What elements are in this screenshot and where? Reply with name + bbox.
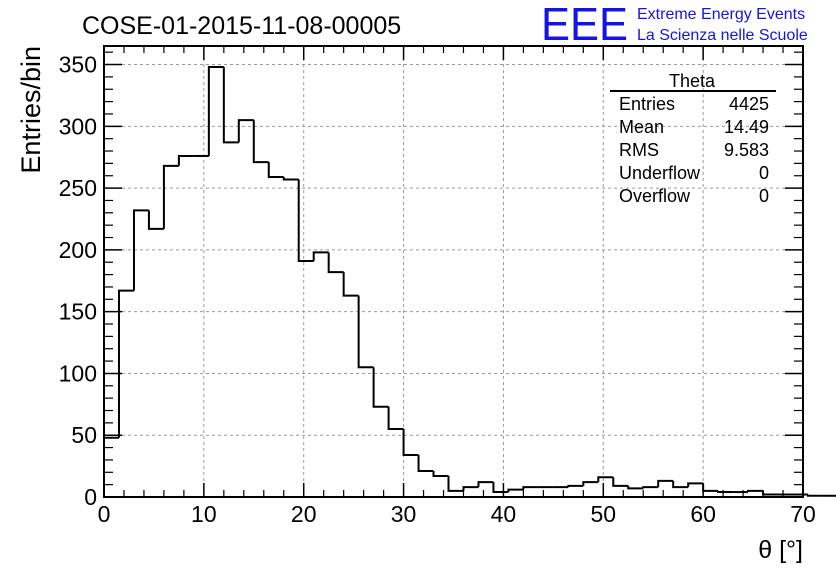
y-axis-label: Entries/bin (16, 46, 46, 174)
histogram-bin (327, 252, 344, 274)
histogram-bin (687, 482, 704, 488)
histogram-bin (342, 272, 359, 297)
histogram-bin (597, 476, 614, 483)
stats-value: 0 (759, 186, 769, 206)
histogram-bin (222, 67, 239, 144)
stats-label: Overflow (619, 186, 691, 206)
x-axis-label: θ [°] (758, 536, 803, 564)
x-tick-label: 50 (590, 501, 616, 527)
histogram-bin (462, 486, 479, 491)
x-tick-label: 0 (98, 501, 111, 527)
y-tick-label: 300 (59, 113, 97, 139)
histogram-bin (492, 482, 509, 494)
stats-value: 14.49 (724, 117, 769, 137)
histogram-bin (282, 176, 299, 181)
histogram-bin (357, 295, 374, 369)
stats-label: Underflow (619, 163, 701, 183)
histogram-bin (612, 477, 629, 487)
x-tick-label: 10 (191, 501, 217, 527)
histogram-bin (177, 154, 194, 166)
stats-label: Mean (619, 117, 664, 137)
stats-label: RMS (619, 140, 659, 160)
histogram-bin (477, 481, 494, 488)
histogram-bin (717, 490, 734, 494)
histogram-bin (507, 488, 524, 493)
plot-frame (103, 45, 804, 498)
x-tick-label: 20 (291, 501, 317, 527)
histogram-bin (132, 209, 149, 291)
x-tick-label: 40 (491, 501, 517, 527)
y-tick-label: 0 (84, 484, 97, 510)
y-tick-label: 150 (59, 299, 97, 325)
histogram-bin (627, 485, 644, 490)
histogram-bin (252, 120, 269, 164)
histogram-bin (522, 486, 539, 490)
stats-label: Entries (619, 94, 675, 114)
histogram-bin (806, 494, 823, 497)
chart-title: COSE-01-2015-11-08-00005 (82, 12, 401, 40)
logo-line-1: Extreme Energy Events (637, 6, 805, 23)
stats-value: 9.583 (724, 140, 769, 160)
histogram-bin (402, 429, 419, 456)
histogram-bin (582, 481, 599, 486)
stats-value: 4425 (729, 94, 769, 114)
histogram-bin (702, 483, 719, 492)
x-tick-label: 70 (790, 501, 816, 527)
histogram-bin (147, 210, 164, 230)
histogram-bin (432, 471, 449, 477)
histogram-bin (387, 406, 404, 431)
histogram-bin (567, 484, 584, 488)
histogram-bin (417, 454, 434, 473)
x-tick-label: 30 (391, 501, 417, 527)
histogram-bin (297, 179, 314, 262)
histogram-bin (267, 162, 284, 178)
histogram-bin (117, 289, 134, 438)
y-tick-label: 350 (59, 52, 97, 78)
histogram-bin (447, 475, 464, 492)
eee-logo: EEE Extreme Energy Events La Scienza nel… (541, 0, 808, 50)
y-tick-label: 50 (71, 422, 97, 448)
histogram-bin (672, 480, 689, 489)
histogram-bin (103, 436, 119, 497)
y-tick-label: 200 (59, 237, 97, 263)
histogram-bin (162, 164, 179, 229)
histogram-bin (642, 486, 659, 489)
histogram-bin (237, 119, 254, 143)
stats-box: Theta Entries 4425 Mean 14.49 RMS 9.583 Underf… (610, 71, 776, 206)
logo-letters: EEE (541, 0, 628, 50)
histogram-bin (312, 251, 329, 261)
y-tick-label: 250 (59, 175, 97, 201)
histogram-bin (372, 367, 389, 408)
histogram-bin (747, 489, 764, 493)
histogram-bin (207, 66, 224, 156)
y-tick-label: 100 (59, 360, 97, 386)
x-tick-label: 60 (690, 501, 716, 527)
histogram-bin (657, 479, 674, 488)
stats-title: Theta (669, 71, 716, 91)
stats-value: 0 (759, 163, 769, 183)
logo-line-2: La Scienza nelle Scuole (637, 27, 808, 44)
histogram-bin (762, 490, 779, 496)
